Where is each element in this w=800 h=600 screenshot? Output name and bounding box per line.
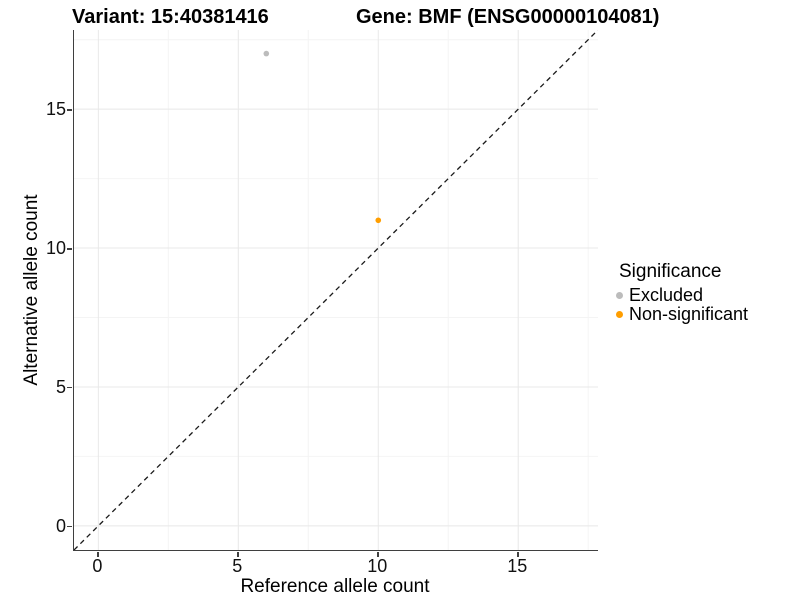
x-tick-label: 15	[507, 556, 528, 576]
legend-label-excluded: Excluded	[629, 285, 704, 305]
variant-title: Variant: 15:40381416	[72, 6, 269, 28]
y-tick-mark	[67, 525, 72, 528]
gene-title: Gene: BMF (ENSG00000104081)	[356, 6, 660, 28]
x-axis-title: Reference allele count	[240, 576, 430, 597]
data-point-excluded	[263, 50, 270, 57]
legend-item-non-significant: Non-significant	[616, 304, 749, 324]
non-significant-dot-icon	[616, 311, 623, 318]
y-tick-label: 15	[45, 99, 66, 120]
x-tick-label: 5	[232, 556, 243, 576]
chart-canvas	[74, 30, 598, 550]
legend-item-excluded: Excluded	[616, 285, 748, 305]
identity-line	[74, 30, 598, 550]
x-tick-label: 10	[367, 556, 388, 576]
y-tick-label: 5	[55, 376, 66, 397]
x-tick-mark	[237, 552, 239, 557]
y-axis-title: Alternative allele count	[21, 194, 42, 386]
y-tick-mark	[67, 248, 72, 250]
y-tick-mark	[67, 386, 72, 389]
legend-label-non-significant: Non-significant	[629, 304, 749, 324]
x-tick-label: 0	[92, 556, 103, 576]
y-tick-mark	[67, 109, 72, 111]
legend: Significance Excluded Non-significant	[616, 261, 748, 324]
y-tick-label: 0	[55, 515, 66, 536]
data-point-non-significant	[375, 217, 382, 224]
excluded-dot-icon	[616, 292, 623, 299]
chart-panel	[73, 30, 598, 551]
legend-title: Significance	[619, 261, 722, 282]
x-tick-mark	[377, 552, 379, 557]
x-tick-mark	[517, 552, 519, 557]
x-tick-mark	[97, 552, 99, 557]
y-tick-label: 10	[45, 238, 66, 259]
